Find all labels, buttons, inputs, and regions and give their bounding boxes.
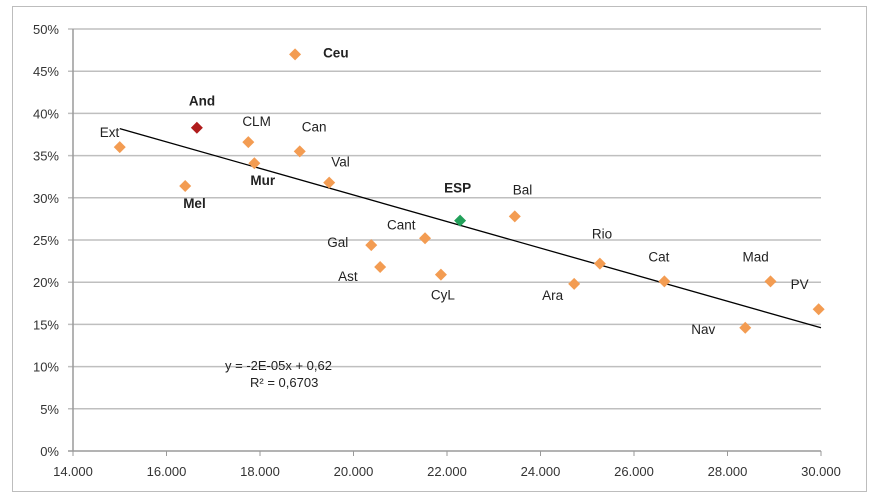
y-tick-label: 25% [33,233,59,248]
point-label: Cat [648,249,669,264]
y-tick-label: 5% [40,402,59,417]
data-point-nav [739,321,752,334]
y-tick-label: 30% [33,191,59,206]
data-point-ast [374,261,387,274]
point-label: CyL [431,288,455,303]
y-tick-label: 20% [33,275,59,290]
point-label: Mur [250,173,275,188]
x-tick-label: 18.000 [240,464,280,479]
x-tick-label: 22.000 [427,464,467,479]
y-tick-label: 45% [33,64,59,79]
point-label: Nav [691,322,715,337]
data-point-mel [179,179,192,192]
r-squared: R² = 0,6703 [250,375,318,390]
data-point-mad [764,275,777,288]
data-point-ext [113,141,126,154]
y-tick-label: 35% [33,149,59,164]
y-tick-label: 0% [40,444,59,459]
y-tick-label: 10% [33,360,59,375]
trend-equation: y = -2E-05x + 0,62 [225,358,332,373]
point-label: Mad [743,249,769,264]
x-tick-label: 30.000 [801,464,841,479]
y-tick-label: 50% [33,22,59,37]
point-label: Val [331,155,350,170]
point-label: Ast [338,269,358,284]
point-label: CLM [242,114,271,129]
y-tick-label: 40% [33,106,59,121]
x-tick-label: 16.000 [147,464,187,479]
trendline [119,127,822,329]
point-label: And [189,94,215,109]
point-label: Mel [183,196,206,211]
data-point-mur [248,157,261,170]
x-tick-label: 28.000 [708,464,748,479]
x-tick-label: 26.000 [614,464,654,479]
data-point-rio [593,257,606,270]
point-label: Gal [327,235,348,250]
data-point-cyl [434,268,447,281]
point-label: Bal [513,182,533,197]
data-point-cant [419,232,432,245]
data-point-cat [658,275,671,288]
point-label: Rio [592,227,612,242]
data-point-ceu [289,48,302,61]
data-point-esp [454,214,467,227]
point-label: Ara [542,288,564,303]
chart-frame [12,6,867,492]
data-point-clm [242,136,255,149]
point-label: Cant [387,217,416,232]
data-point-ara [568,277,581,290]
y-tick-label: 15% [33,317,59,332]
point-label: PV [791,277,809,292]
data-point-val [323,176,336,189]
data-point-gal [365,239,378,252]
x-tick-label: 24.000 [521,464,561,479]
point-label: ESP [444,181,471,196]
data-point-and [190,121,203,134]
x-tick-label: 20.000 [334,464,374,479]
data-point-can [293,145,306,158]
x-tick-label: 14.000 [53,464,93,479]
point-label: Ceu [323,45,349,60]
point-label: Ext [100,125,120,140]
data-point-pv [812,303,825,316]
point-label: Can [302,119,327,134]
data-point-bal [508,210,521,223]
